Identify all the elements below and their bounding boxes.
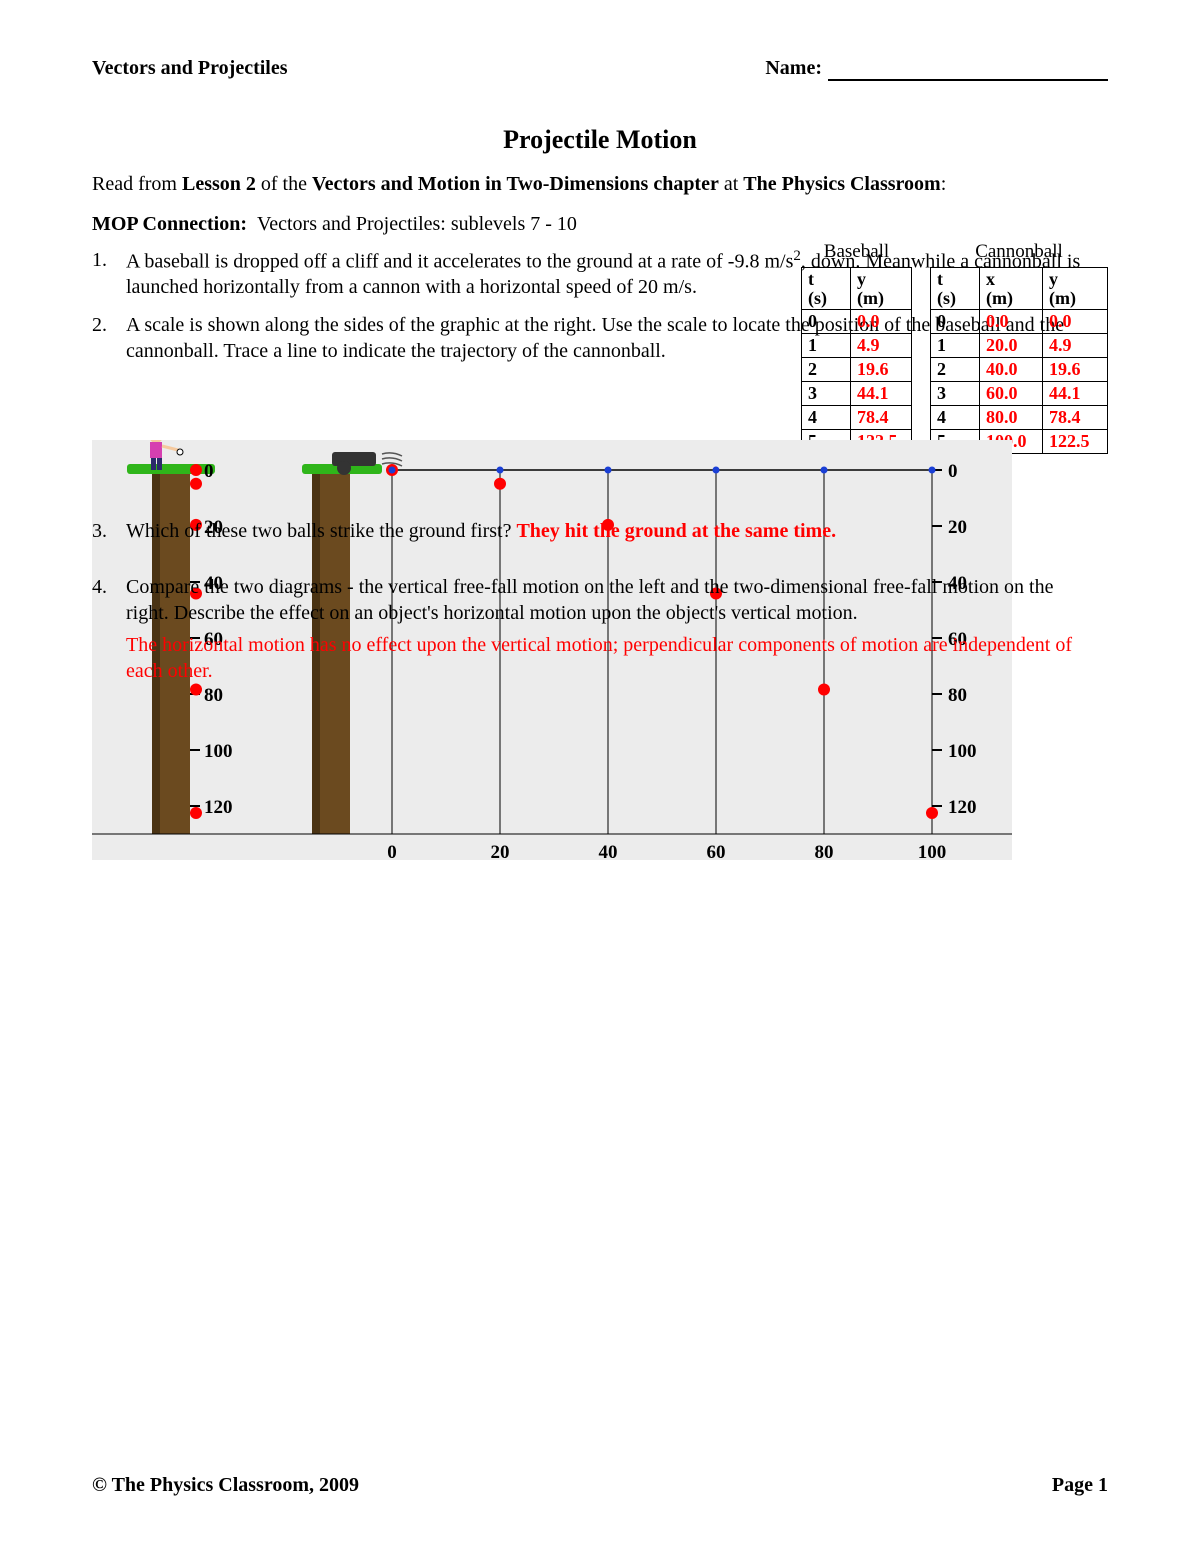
- question-number: 3.: [92, 518, 126, 544]
- svg-text:60: 60: [707, 842, 726, 863]
- svg-text:120: 120: [948, 797, 977, 818]
- q4-answer: The horizontal motion has no effect upon…: [126, 632, 1092, 684]
- cannonball-table: t(s)x(m)y(m)00.00.0120.04.9240.019.6360.…: [930, 267, 1108, 454]
- question-4: 4. Compare the two diagrams - the vertic…: [92, 574, 1092, 696]
- question-number: 2.: [92, 312, 126, 338]
- intro-text: :: [941, 173, 947, 195]
- svg-text:100: 100: [204, 741, 233, 762]
- svg-text:80: 80: [815, 842, 834, 863]
- svg-text:0: 0: [204, 461, 214, 482]
- name-blank-line: [828, 79, 1108, 81]
- q1-text-a: A baseball is dropped off a cliff and it…: [126, 250, 793, 272]
- data-tables: Baseball t(s)y(m)00.014.9219.6344.1478.4…: [801, 240, 1108, 454]
- page-header: Vectors and Projectiles Name:: [92, 55, 1108, 81]
- mop-text: Vectors and Projectiles: sublevels 7 - 1…: [257, 213, 577, 235]
- svg-text:120: 120: [204, 797, 233, 818]
- question-text: Which of these two balls strike the grou…: [126, 518, 1092, 544]
- q1-sup: 2: [793, 248, 801, 264]
- svg-text:20: 20: [491, 842, 510, 863]
- cannonball-table-block: Cannonball t(s)x(m)y(m)00.00.0120.04.924…: [930, 240, 1108, 454]
- footer-page: Page 1: [1052, 1472, 1108, 1498]
- intro-lesson: Lesson 2: [182, 173, 256, 195]
- name-label: Name:: [765, 57, 822, 79]
- intro-text: of the: [256, 173, 312, 195]
- baseball-table: t(s)y(m)00.014.9219.6344.1478.45122.5: [801, 267, 912, 454]
- baseball-table-title: Baseball: [801, 240, 912, 265]
- question-number: 4.: [92, 574, 126, 600]
- svg-text:100: 100: [948, 741, 977, 762]
- cannonball-table-title: Cannonball: [930, 240, 1108, 265]
- question-number: 1.: [92, 247, 126, 273]
- svg-text:100: 100: [918, 842, 947, 863]
- page-title: Projectile Motion: [92, 123, 1108, 157]
- svg-text:40: 40: [599, 842, 618, 863]
- q3-text: Which of these two balls strike the grou…: [126, 520, 516, 542]
- mop-connection: MOP Connection: Vectors and Projectiles:…: [92, 211, 1108, 237]
- intro-site: The Physics Classroom: [743, 173, 940, 195]
- intro-text: at: [719, 173, 743, 195]
- svg-text:0: 0: [387, 842, 397, 863]
- header-left: Vectors and Projectiles: [92, 55, 288, 81]
- q3-answer: They hit the ground at the same time.: [516, 520, 836, 542]
- baseball-table-block: Baseball t(s)y(m)00.014.9219.6344.1478.4…: [801, 240, 912, 454]
- intro-text: Read from: [92, 173, 182, 195]
- footer-copyright: © The Physics Classroom, 2009: [92, 1472, 359, 1498]
- question-3: 3. Which of these two balls strike the g…: [92, 518, 1092, 552]
- svg-text:0: 0: [948, 461, 958, 482]
- mop-label: MOP Connection:: [92, 213, 247, 235]
- intro-paragraph: Read from Lesson 2 of the Vectors and Mo…: [92, 171, 1108, 197]
- header-name: Name:: [765, 55, 1108, 81]
- question-text: Compare the two diagrams - the vertical …: [126, 574, 1092, 688]
- page-footer: © The Physics Classroom, 2009 Page 1: [92, 1472, 1108, 1498]
- intro-chapter: Vectors and Motion in Two-Dimensions cha…: [312, 173, 719, 195]
- q4-text: Compare the two diagrams - the vertical …: [126, 574, 1092, 626]
